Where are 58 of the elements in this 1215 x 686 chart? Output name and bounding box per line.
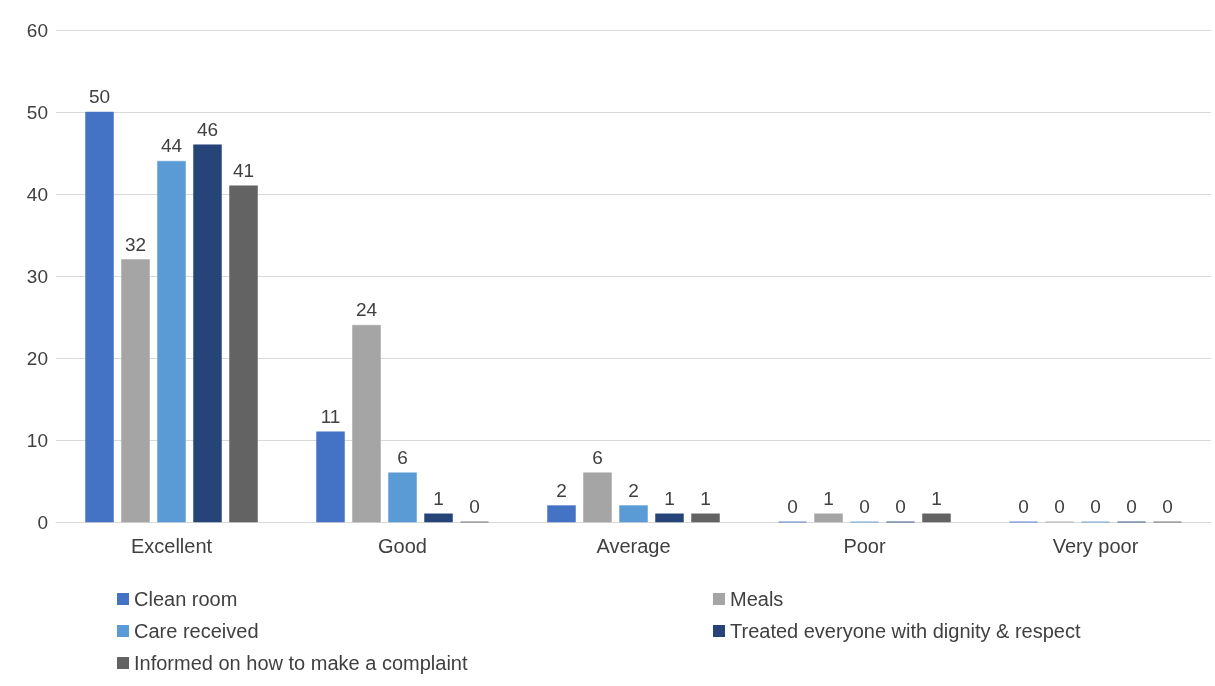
y-tick-label: 0 — [37, 511, 48, 533]
data-label: 1 — [664, 487, 675, 509]
data-label: 50 — [88, 86, 111, 107]
data-label: 0 — [1054, 496, 1065, 517]
legend-label: Clean room — [134, 588, 238, 610]
data-label: 46 — [196, 118, 219, 140]
data-label: 2 — [628, 479, 639, 501]
x-tick-label: Average — [596, 535, 671, 557]
y-tick-label: 40 — [26, 183, 48, 205]
bar — [922, 513, 951, 523]
y-tick-label: 20 — [26, 347, 48, 369]
data-label: 41 — [232, 159, 255, 181]
data-label: 0 — [895, 496, 906, 517]
bar — [193, 144, 222, 523]
legend-label: Meals — [730, 588, 784, 610]
legend-label: Care received — [134, 620, 259, 642]
bar — [655, 513, 684, 523]
x-tick-label: Good — [378, 535, 427, 557]
bar — [583, 472, 612, 523]
x-tick-label: Very poor — [1052, 535, 1139, 557]
data-label: 2 — [556, 479, 567, 501]
legend-label: Informed on how to make a complaint — [134, 652, 468, 674]
data-label: 32 — [124, 233, 147, 255]
data-label: 0 — [859, 496, 870, 517]
bar — [229, 185, 258, 523]
bar — [814, 513, 843, 523]
data-label: 44 — [160, 135, 183, 157]
bar — [547, 505, 576, 523]
bar — [424, 513, 453, 523]
data-label: 6 — [592, 446, 603, 468]
data-label: 0 — [1090, 496, 1101, 517]
data-label: 1 — [931, 487, 942, 509]
data-label: 0 — [787, 496, 798, 517]
data-label: 0 — [469, 496, 480, 517]
data-label: 1 — [433, 487, 444, 509]
data-label: 1 — [823, 487, 834, 509]
bar — [691, 513, 720, 523]
bar — [352, 324, 381, 523]
bar — [619, 505, 648, 523]
legend-label: Treated everyone with dignity & respect — [730, 620, 1081, 642]
data-label: 6 — [397, 446, 408, 468]
y-tick-label: 30 — [26, 265, 48, 287]
x-tick-label: Excellent — [130, 535, 213, 557]
data-label: 0 — [1162, 496, 1173, 517]
data-label: 0 — [1018, 496, 1029, 517]
y-tick-label: 10 — [26, 429, 48, 451]
bar — [121, 259, 150, 523]
bar — [85, 111, 114, 523]
bar — [388, 472, 417, 523]
bar — [157, 160, 186, 523]
data-label: 11 — [320, 405, 341, 427]
y-tick-label: 60 — [26, 19, 48, 41]
x-tick-label: Poor — [843, 535, 886, 557]
data-label: 1 — [700, 487, 711, 509]
data-label: 0 — [1126, 496, 1137, 517]
data-label: 24 — [355, 299, 378, 321]
y-tick-label: 50 — [26, 101, 48, 123]
bar — [316, 431, 345, 523]
